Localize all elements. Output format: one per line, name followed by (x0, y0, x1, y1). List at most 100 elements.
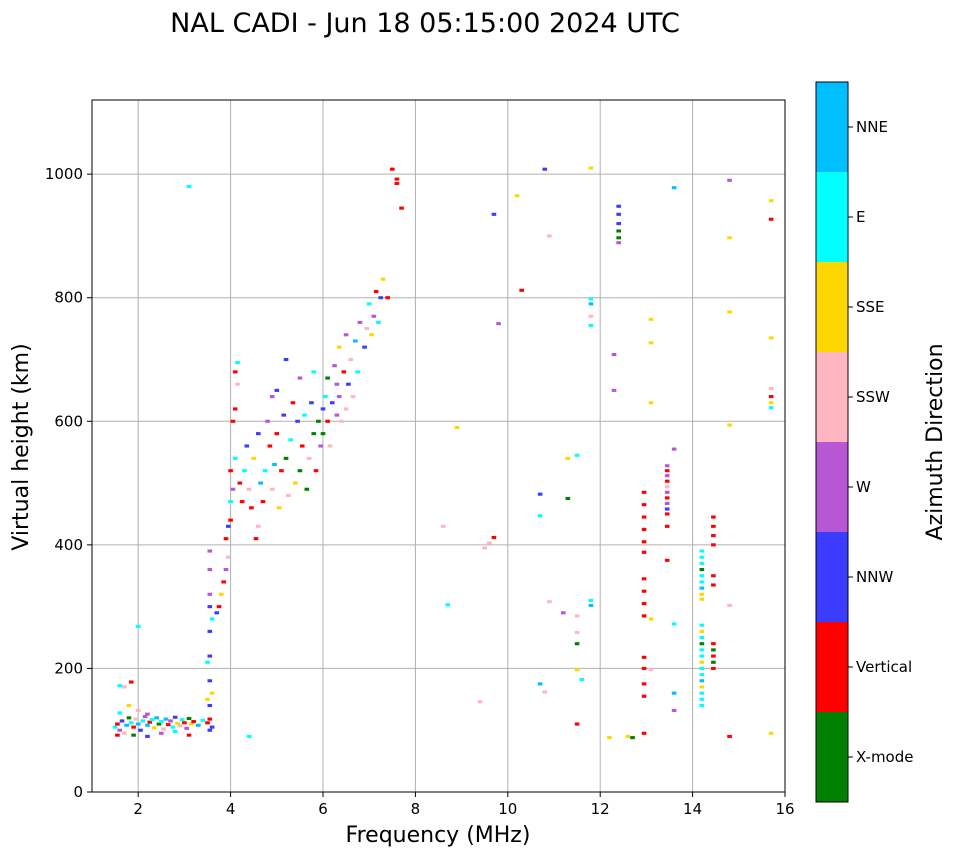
colorbar-frame (815, 81, 849, 803)
data-point (154, 716, 159, 720)
data-point (574, 668, 580, 672)
x-tick-label: 6 (318, 800, 328, 818)
data-point (711, 660, 716, 664)
data-point (138, 728, 143, 732)
data-point (641, 602, 647, 606)
data-point (574, 614, 580, 618)
data-point (376, 320, 381, 324)
data-point (378, 296, 384, 300)
data-point (313, 469, 319, 473)
data-point (145, 712, 150, 716)
data-point (699, 660, 705, 664)
data-point (537, 514, 543, 518)
data-point (699, 697, 705, 701)
data-point (149, 718, 155, 722)
x-axis-ticks: 2 4 6 8 10 12 14 16 (133, 792, 795, 818)
data-point (343, 407, 349, 411)
data-point (699, 623, 705, 627)
data-point (362, 345, 367, 349)
data-point (373, 289, 379, 294)
data-point (699, 685, 705, 689)
data-point (237, 481, 243, 485)
data-point (711, 543, 716, 547)
data-point (711, 574, 716, 578)
data-point (327, 444, 333, 448)
data-point (292, 481, 298, 485)
data-point (711, 648, 716, 652)
data-point (119, 719, 125, 723)
data-point (641, 694, 647, 698)
data-point (357, 320, 363, 324)
data-point (648, 668, 654, 672)
data-point (320, 432, 326, 436)
data-point (135, 722, 141, 726)
data-point (235, 382, 240, 386)
data-point (207, 592, 213, 596)
data-point (131, 733, 136, 737)
data-point (664, 469, 670, 473)
data-point (574, 631, 580, 635)
data-point (641, 666, 647, 670)
data-point (258, 481, 263, 485)
data-point (251, 456, 257, 460)
data-point (274, 432, 280, 436)
data-point (295, 419, 300, 423)
data-point (309, 401, 314, 405)
data-point (172, 729, 178, 733)
data-point (727, 603, 732, 607)
x-tick-label: 14 (683, 800, 702, 818)
data-point (641, 655, 647, 659)
data-point (170, 725, 176, 729)
data-point (152, 726, 157, 730)
data-point (699, 574, 705, 578)
data-point (547, 600, 552, 604)
colorbar-tick-label: Vertical (856, 658, 912, 676)
data-point (290, 401, 296, 405)
data-point (385, 296, 390, 300)
data-point (648, 341, 654, 345)
data-point (269, 395, 275, 399)
data-point (574, 722, 580, 726)
data-point (699, 691, 705, 695)
data-point (445, 603, 451, 607)
data-point (286, 493, 291, 497)
data-point (394, 177, 400, 181)
data-point (304, 487, 310, 491)
data-point (283, 456, 289, 460)
data-point (711, 583, 716, 587)
data-point (699, 586, 705, 590)
data-point (616, 229, 621, 233)
data-point (128, 680, 134, 684)
data-point (232, 456, 238, 460)
data-point (115, 722, 120, 726)
data-point (126, 703, 132, 708)
data-point (364, 327, 370, 331)
x-tick-label: 12 (591, 800, 610, 818)
data-point (329, 401, 335, 405)
data-point (172, 715, 178, 719)
data-point (671, 447, 677, 451)
data-point (256, 524, 261, 528)
data-point (207, 605, 213, 609)
data-point (699, 555, 705, 559)
data-point (124, 723, 129, 727)
data-point (131, 725, 136, 729)
data-point (699, 592, 705, 596)
data-point (246, 734, 252, 738)
data-point (195, 723, 201, 727)
data-point (616, 236, 621, 240)
data-point (560, 611, 566, 615)
data-point (207, 654, 213, 658)
colorbar-tick-label: SSW (856, 388, 890, 406)
data-point (145, 723, 150, 727)
data-point (699, 642, 705, 646)
data-point (350, 395, 356, 399)
data-point (117, 684, 123, 688)
data-point (711, 515, 716, 519)
colorbar-segment (816, 82, 848, 172)
data-point (768, 386, 774, 391)
data-point (699, 597, 705, 601)
y-axis-label: Virtual height (km) (9, 343, 34, 550)
data-point (588, 323, 594, 328)
data-point (205, 697, 210, 701)
